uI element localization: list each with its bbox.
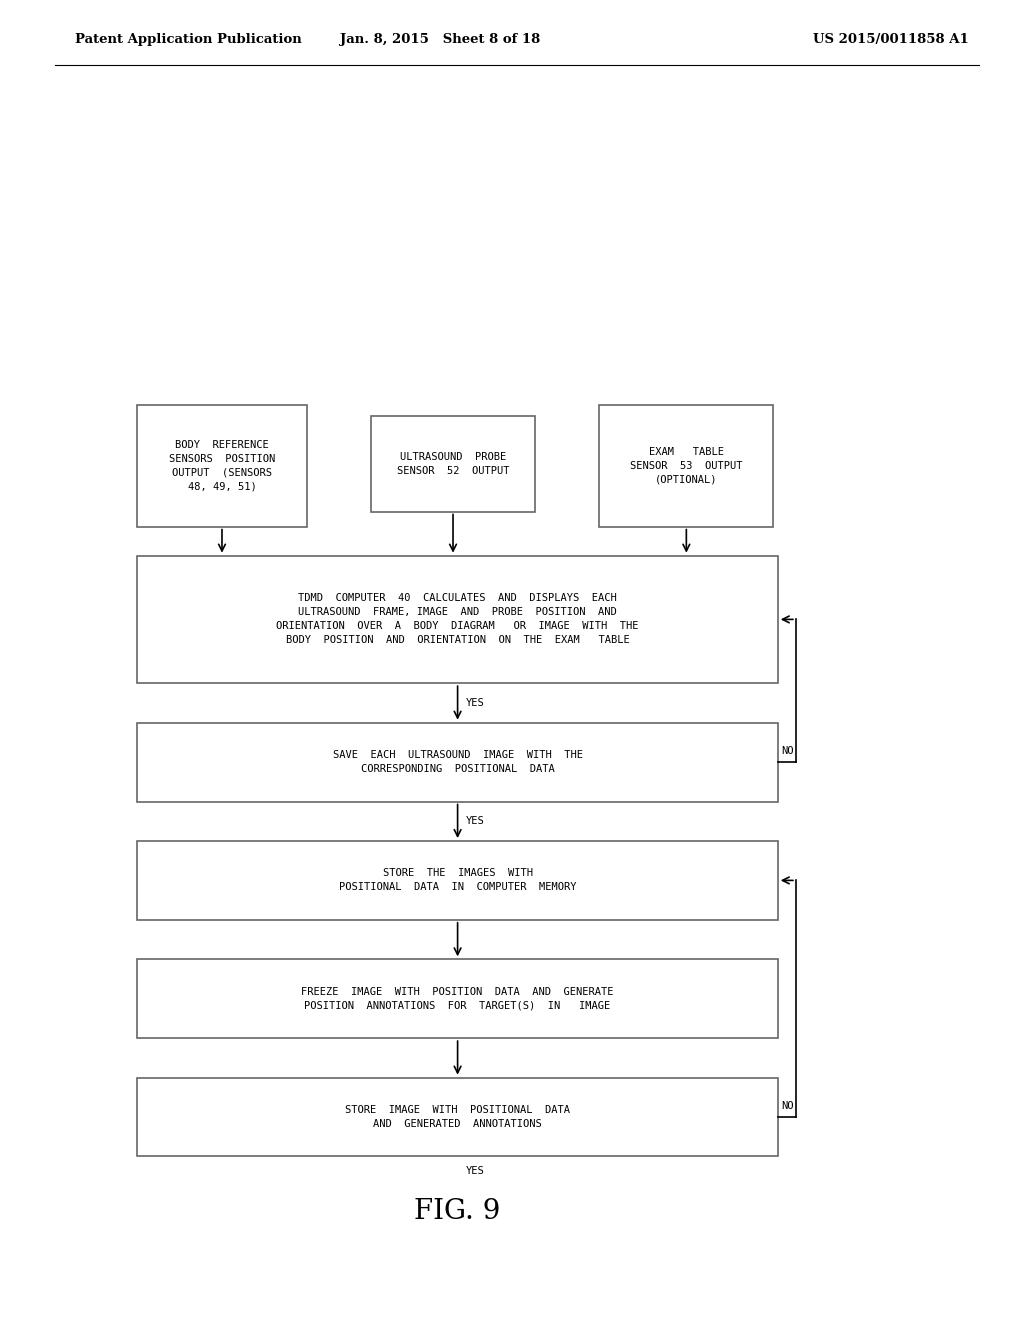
Text: BODY  REFERENCE
SENSORS  POSITION
OUTPUT  (SENSORS
48, 49, 51): BODY REFERENCE SENSORS POSITION OUTPUT (… [169, 440, 275, 492]
Text: EXAM   TABLE
SENSOR  53  OUTPUT
(OPTIONAL): EXAM TABLE SENSOR 53 OUTPUT (OPTIONAL) [630, 446, 742, 484]
Text: TDMD  COMPUTER  40  CALCULATES  AND  DISPLAYS  EACH
ULTRASOUND  FRAME, IMAGE  AN: TDMD COMPUTER 40 CALCULATES AND DISPLAYS… [276, 594, 639, 645]
Text: NO: NO [781, 746, 794, 756]
Text: YES: YES [466, 816, 484, 826]
Text: YES: YES [466, 1167, 484, 1176]
Text: ULTRASOUND  PROBE
SENSOR  52  OUTPUT: ULTRASOUND PROBE SENSOR 52 OUTPUT [396, 451, 509, 477]
Text: FIG. 9: FIG. 9 [415, 1199, 501, 1225]
Bar [137, 722, 778, 801]
Text: FREEZE  IMAGE  WITH  POSITION  DATA  AND  GENERATE
POSITION  ANNOTATIONS  FOR  T: FREEZE IMAGE WITH POSITION DATA AND GENE… [301, 987, 613, 1011]
Bar [137, 1077, 778, 1156]
Text: US 2015/0011858 A1: US 2015/0011858 A1 [813, 33, 969, 46]
Text: Patent Application Publication: Patent Application Publication [75, 33, 302, 46]
Bar [599, 405, 773, 527]
Bar [137, 405, 306, 527]
Text: NO: NO [781, 1101, 794, 1111]
Text: Jan. 8, 2015   Sheet 8 of 18: Jan. 8, 2015 Sheet 8 of 18 [340, 33, 541, 46]
Text: STORE  THE  IMAGES  WITH
POSITIONAL  DATA  IN  COMPUTER  MEMORY: STORE THE IMAGES WITH POSITIONAL DATA IN… [339, 869, 577, 892]
Bar [371, 416, 536, 512]
Bar [137, 841, 778, 920]
Text: SAVE  EACH  ULTRASOUND  IMAGE  WITH  THE
CORRESPONDING  POSITIONAL  DATA: SAVE EACH ULTRASOUND IMAGE WITH THE CORR… [333, 750, 583, 774]
Bar [137, 556, 778, 684]
Text: STORE  IMAGE  WITH  POSITIONAL  DATA
AND  GENERATED  ANNOTATIONS: STORE IMAGE WITH POSITIONAL DATA AND GEN… [345, 1105, 570, 1129]
Text: YES: YES [466, 698, 484, 708]
Bar [137, 960, 778, 1038]
